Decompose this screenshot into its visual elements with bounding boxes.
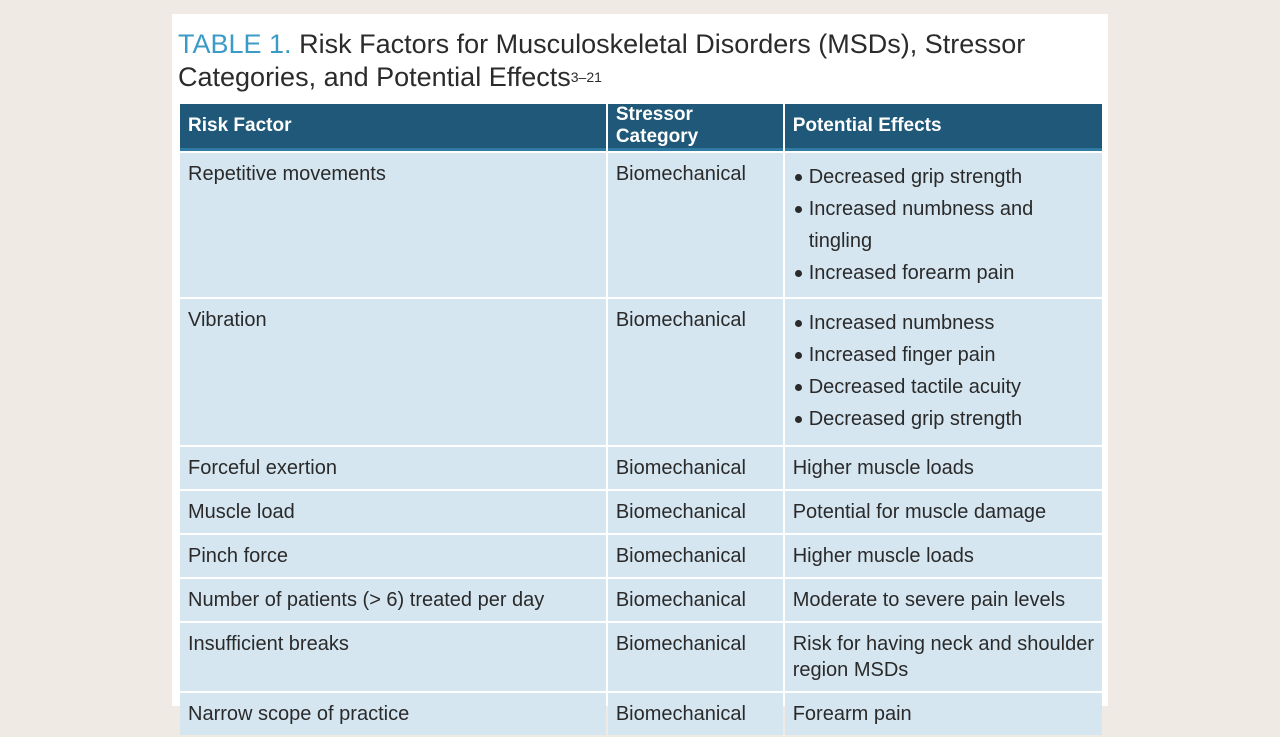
risk-factor-cell: Forceful exertion bbox=[180, 447, 606, 489]
potential-effects-cell: Increased numbness Increased finger pain… bbox=[784, 299, 1102, 445]
stressor-category-cell: Biomechanical bbox=[607, 153, 783, 297]
stressor-category-cell: Biomechanical bbox=[607, 299, 783, 445]
risk-factor-cell: Pinch force bbox=[180, 535, 606, 577]
risk-factor-cell: Muscle load bbox=[180, 491, 606, 533]
reference-superscript: 3–21 bbox=[570, 69, 602, 85]
risk-factor-cell: Repetitive movements bbox=[180, 153, 606, 297]
potential-effects-cell: Moderate to severe pain levels bbox=[784, 579, 1102, 621]
effects-list: Decreased grip strength Increased numbne… bbox=[793, 161, 1094, 289]
risk-factor-cell: Number of patients (> 6) treated per day bbox=[180, 579, 606, 621]
stressor-category-cell: Biomechanical bbox=[607, 447, 783, 489]
stressor-category-cell: Biomechanical bbox=[607, 693, 783, 735]
header-potential-effects: Potential Effects bbox=[784, 104, 1102, 151]
risk-factor-cell: Insufficient breaks bbox=[180, 623, 606, 691]
effect-item: Increased forearm pain bbox=[793, 257, 1094, 289]
potential-effects-cell: Higher muscle loads bbox=[784, 447, 1102, 489]
table-row: Narrow scope of practice Biomechanical F… bbox=[180, 693, 1102, 735]
stressor-category-cell: Biomechanical bbox=[607, 579, 783, 621]
potential-effects-cell: Risk for having neck and shoulder region… bbox=[784, 623, 1102, 691]
header-stressor-category: Stressor Category bbox=[607, 104, 783, 151]
effect-item: Decreased grip strength bbox=[793, 161, 1094, 193]
header-risk-factor: Risk Factor bbox=[180, 104, 606, 151]
effect-item: Increased numbness and tingling bbox=[793, 193, 1094, 257]
table-row: Insufficient breaks Biomechanical Risk f… bbox=[180, 623, 1102, 691]
table-row: Muscle load Biomechanical Potential for … bbox=[180, 491, 1102, 533]
effect-item: Decreased grip strength bbox=[793, 403, 1094, 435]
potential-effects-cell: Higher muscle loads bbox=[784, 535, 1102, 577]
risk-factor-cell: Narrow scope of practice bbox=[180, 693, 606, 735]
risk-factor-cell: Vibration bbox=[180, 299, 606, 445]
risk-factors-table: Risk Factor Stressor Category Potential … bbox=[178, 102, 1104, 737]
stressor-category-cell: Biomechanical bbox=[607, 491, 783, 533]
potential-effects-cell: Decreased grip strength Increased numbne… bbox=[784, 153, 1102, 297]
potential-effects-cell: Potential for muscle damage bbox=[784, 491, 1102, 533]
effect-item: Decreased tactile acuity bbox=[793, 371, 1094, 403]
table-caption: Risk Factors for Musculoskeletal Disorde… bbox=[178, 29, 1026, 92]
table-number: TABLE 1. bbox=[178, 29, 292, 59]
table-row: Forceful exertion Biomechanical Higher m… bbox=[180, 447, 1102, 489]
table-title: TABLE 1. Risk Factors for Musculoskeleta… bbox=[178, 28, 1098, 98]
effect-item: Increased numbness bbox=[793, 307, 1094, 339]
table-row: Number of patients (> 6) treated per day… bbox=[180, 579, 1102, 621]
table-row: Repetitive movements Biomechanical Decre… bbox=[180, 153, 1102, 297]
stressor-category-cell: Biomechanical bbox=[607, 535, 783, 577]
table-row: Pinch force Biomechanical Higher muscle … bbox=[180, 535, 1102, 577]
document-page: TABLE 1. Risk Factors for Musculoskeleta… bbox=[172, 14, 1108, 735]
effects-list: Increased numbness Increased finger pain… bbox=[793, 307, 1094, 435]
stressor-category-cell: Biomechanical bbox=[607, 623, 783, 691]
table-row: Vibration Biomechanical Increased numbne… bbox=[180, 299, 1102, 445]
table-header-row: Risk Factor Stressor Category Potential … bbox=[180, 104, 1102, 151]
potential-effects-cell: Forearm pain bbox=[784, 693, 1102, 735]
effect-item: Increased finger pain bbox=[793, 339, 1094, 371]
